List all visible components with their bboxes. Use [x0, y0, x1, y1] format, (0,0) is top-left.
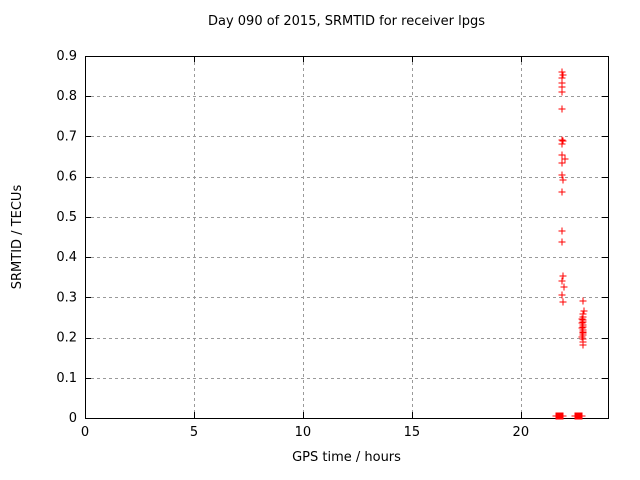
svg-text:0.2: 0.2: [56, 331, 77, 346]
svg-text:0.5: 0.5: [56, 210, 77, 225]
svg-text:0: 0: [69, 411, 77, 426]
svg-text:0.9: 0.9: [56, 49, 77, 64]
gridlines: [85, 56, 608, 418]
data-points: [552, 68, 588, 420]
svg-text:5: 5: [190, 425, 198, 440]
axis-ticks: [85, 56, 608, 419]
svg-text:0: 0: [81, 425, 89, 440]
plot-border: [85, 56, 609, 419]
svg-text:0.7: 0.7: [56, 129, 77, 144]
svg-text:20: 20: [513, 425, 530, 440]
svg-text:0.1: 0.1: [56, 371, 77, 386]
svg-text:0.6: 0.6: [56, 170, 77, 185]
chart-title: Day 090 of 2015, SRMTID for receiver lpg…: [207, 14, 486, 29]
svg-text:10: 10: [295, 425, 312, 440]
y-tick-labels: 0 0.1 0.2 0.3 0.4 0.5 0.6 0.7 0.8 0.9: [56, 49, 77, 426]
svg-text:0.4: 0.4: [56, 250, 77, 265]
x-tick-labels: 0 5 10 15 20: [81, 425, 529, 440]
x-axis-label: GPS time / hours: [292, 450, 401, 465]
svg-text:0.8: 0.8: [56, 89, 77, 104]
svg-text:0.3: 0.3: [56, 290, 77, 305]
svg-text:15: 15: [404, 425, 421, 440]
